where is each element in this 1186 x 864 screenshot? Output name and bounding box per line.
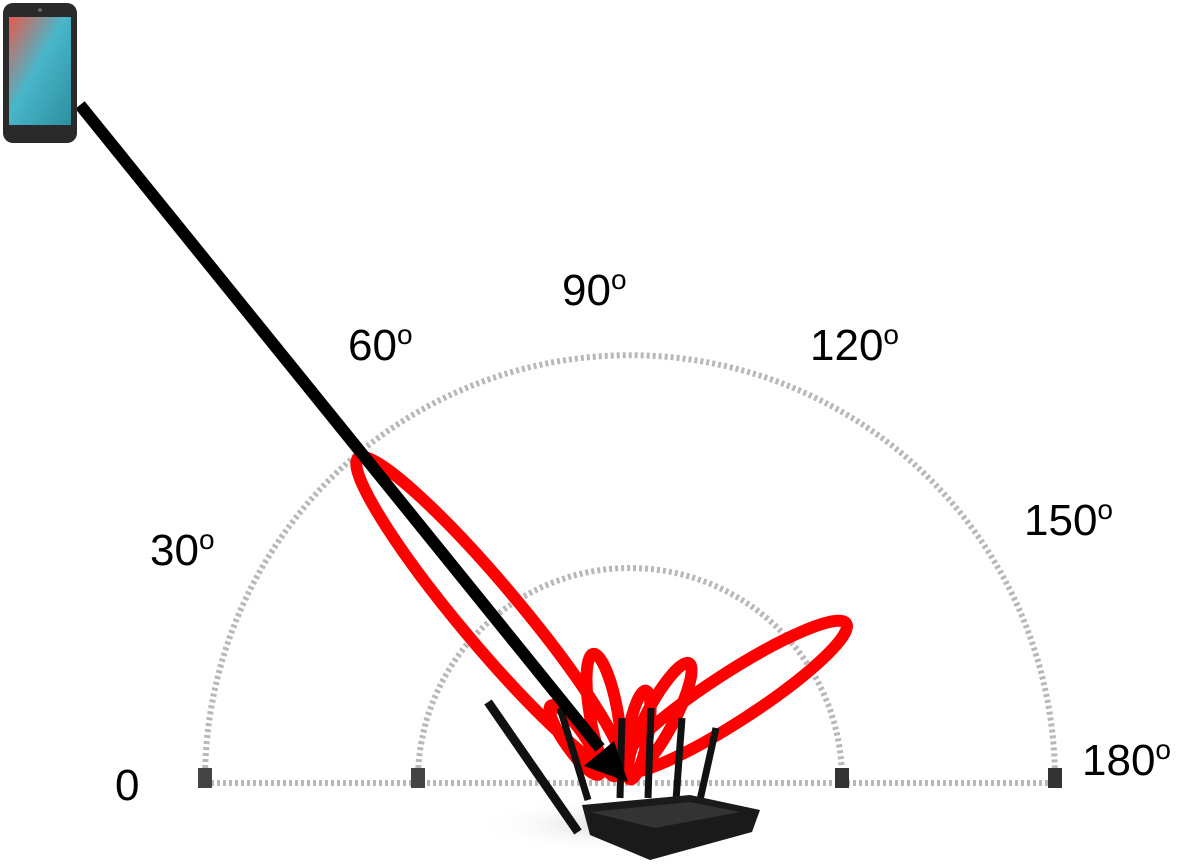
tick-block xyxy=(198,768,212,788)
signal-arrow xyxy=(80,105,628,782)
degree-sign: o xyxy=(1097,494,1113,525)
antenna xyxy=(676,718,682,800)
tick-block xyxy=(1048,768,1062,788)
angle-value: 90 xyxy=(562,266,611,315)
degree-sign: o xyxy=(199,524,215,555)
angle-value: 150 xyxy=(1024,496,1097,545)
angle-label: 120o xyxy=(810,319,899,370)
angle-value: 30 xyxy=(150,526,199,575)
page: 030o60o90o120o150o180o (() => { const da… xyxy=(0,0,1186,864)
phone-screen xyxy=(9,17,71,125)
angle-value: 60 xyxy=(348,321,397,370)
angle-label: 180o xyxy=(1082,734,1171,785)
angle-label: 150o xyxy=(1024,494,1113,545)
angle-label: 90o xyxy=(562,264,627,315)
angle-label: 60o xyxy=(348,319,413,370)
degree-sign: o xyxy=(611,264,627,295)
antenna xyxy=(620,718,622,798)
angle-label: 30o xyxy=(150,524,215,575)
diagram: 030o60o90o120o150o180o xyxy=(0,0,1186,864)
degree-sign: o xyxy=(883,319,899,350)
angle-value: 120 xyxy=(810,321,883,370)
phone-camera xyxy=(38,8,42,12)
angle-label: 0 xyxy=(115,761,139,810)
degree-sign: o xyxy=(1155,734,1171,765)
antenna xyxy=(648,708,651,798)
tick-block xyxy=(835,768,849,788)
angle-value: 180 xyxy=(1082,736,1155,785)
angle-value: 0 xyxy=(115,761,139,810)
tick-block xyxy=(411,768,425,788)
degree-sign: o xyxy=(397,319,413,350)
phone xyxy=(3,3,77,143)
arrow-line xyxy=(80,105,600,748)
